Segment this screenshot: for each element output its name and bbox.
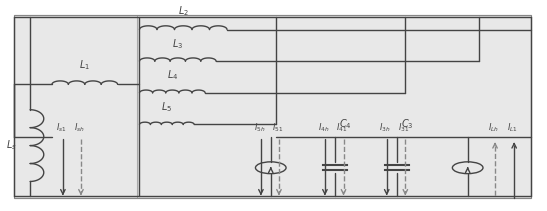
Text: $C_4$: $C_4$ bbox=[339, 117, 352, 131]
Text: $L_3$: $L_3$ bbox=[172, 37, 183, 51]
Text: $I_{5h}$: $I_{5h}$ bbox=[253, 122, 265, 134]
Text: $L_4$: $L_4$ bbox=[167, 69, 178, 82]
Text: $I_{s1}$: $I_{s1}$ bbox=[56, 122, 67, 134]
Text: $L_2$: $L_2$ bbox=[178, 4, 189, 18]
FancyBboxPatch shape bbox=[14, 15, 137, 198]
FancyBboxPatch shape bbox=[137, 15, 531, 198]
Text: $I_{41}$: $I_{41}$ bbox=[336, 122, 347, 134]
Text: $L_s$: $L_s$ bbox=[5, 139, 16, 153]
Text: $I_{3h}$: $I_{3h}$ bbox=[379, 122, 391, 134]
Text: $L_5$: $L_5$ bbox=[161, 100, 172, 114]
Text: $I_{L1}$: $I_{L1}$ bbox=[507, 122, 518, 134]
Text: $I_{sh}$: $I_{sh}$ bbox=[74, 122, 85, 134]
Text: $I_{Lh}$: $I_{Lh}$ bbox=[488, 122, 499, 134]
Text: $I_{51}$: $I_{51}$ bbox=[272, 122, 283, 134]
Text: $I_{31}$: $I_{31}$ bbox=[398, 122, 409, 134]
Text: $C_3$: $C_3$ bbox=[401, 117, 414, 131]
Text: $I_{4h}$: $I_{4h}$ bbox=[317, 122, 329, 134]
Text: $L_1$: $L_1$ bbox=[79, 58, 90, 72]
